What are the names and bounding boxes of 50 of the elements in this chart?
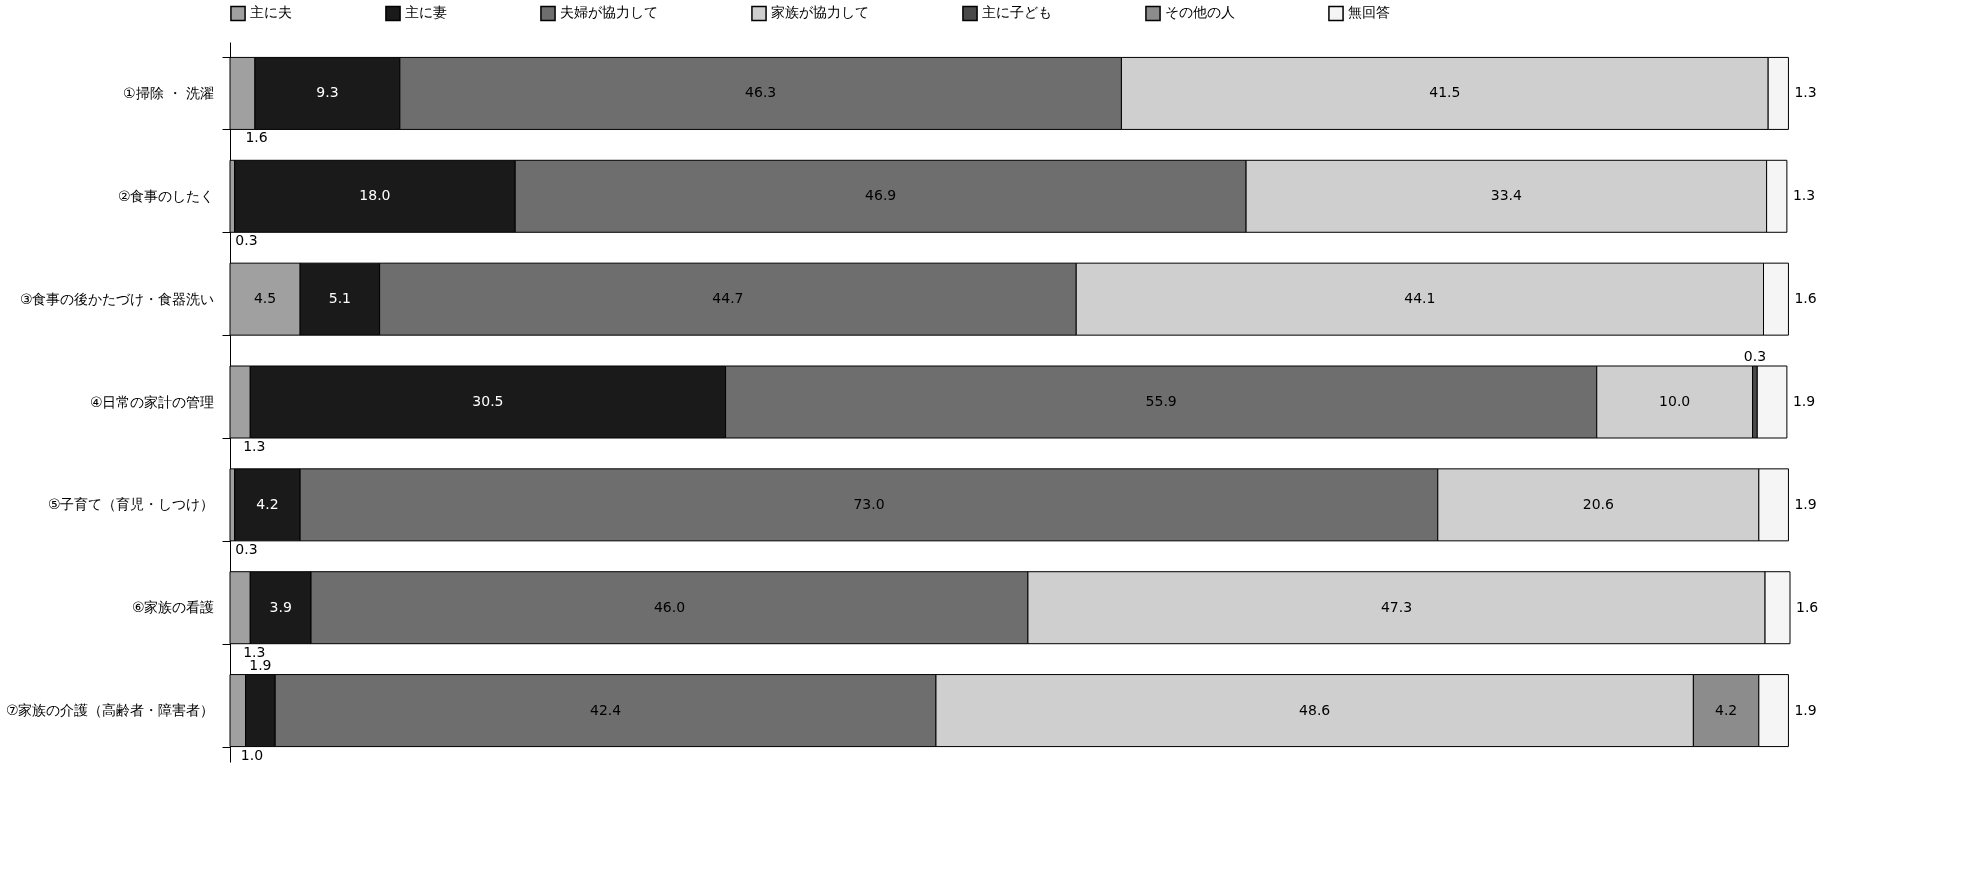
y-tick-label: ①掃除 ・ 洗濯 xyxy=(123,84,215,101)
y-tick-label: ②食事のしたく xyxy=(117,187,215,204)
legend-label: その他の人 xyxy=(1165,4,1235,21)
legend-label: 主に夫 xyxy=(250,4,292,21)
y-tick-label: ⑦家族の介護（高齢者・障害者） xyxy=(5,702,215,719)
data-label: 5.1 xyxy=(328,290,351,307)
data-label: 1.3 xyxy=(1794,84,1817,101)
data-label: 42.4 xyxy=(590,701,622,718)
data-label: 1.6 xyxy=(1794,290,1817,307)
data-label: 1.9 xyxy=(1794,495,1817,512)
data-label: 46.0 xyxy=(653,598,686,615)
data-label: 46.3 xyxy=(745,84,777,101)
bar xyxy=(1756,365,1788,439)
y-tick-label: ⑥家族の看護 xyxy=(131,599,215,616)
data-label: 1.0 xyxy=(240,746,264,763)
data-label: 1.3 xyxy=(243,438,266,454)
legend-label: 主に子ども xyxy=(982,4,1052,21)
data-label: 47.3 xyxy=(1380,598,1413,615)
data-label: 4.2 xyxy=(1714,701,1738,718)
data-label: 33.4 xyxy=(1490,187,1523,204)
data-label: 48.6 xyxy=(1299,701,1331,718)
legend-label: 主に妻 xyxy=(405,4,447,21)
data-label: 1.6 xyxy=(1796,598,1819,615)
data-label: 55.9 xyxy=(1145,393,1177,409)
y-tick-label: ③食事の後かたづけ・食器洗い xyxy=(19,290,215,307)
data-label: 0.3 xyxy=(1743,348,1767,364)
data-label: 1.3 xyxy=(1792,187,1816,204)
data-label: 4.2 xyxy=(256,495,279,512)
data-label: 18.0 xyxy=(359,187,391,204)
data-label: 0.3 xyxy=(235,232,258,249)
data-label: 30.5 xyxy=(472,393,504,409)
legend-label: 家族が協力して xyxy=(771,4,869,21)
data-label: 41.5 xyxy=(1429,84,1461,101)
data-label: 46.9 xyxy=(865,187,897,204)
data-label: 20.6 xyxy=(1582,495,1614,512)
legend-label: 夫婦が協力して xyxy=(560,4,658,21)
y-tick-label: ④日常の家計の管理 xyxy=(89,393,215,410)
data-label: 1.6 xyxy=(245,129,268,146)
data-label: 44.7 xyxy=(712,290,744,307)
data-label: 9.3 xyxy=(316,84,339,101)
legend-label: 無回答 xyxy=(1348,4,1390,21)
data-label: 3.9 xyxy=(269,598,292,615)
data-label: 73.0 xyxy=(853,495,885,512)
data-label: 1.9 xyxy=(1792,393,1816,409)
data-label: 44.1 xyxy=(1404,290,1436,307)
data-label: 1.9 xyxy=(1794,701,1817,718)
data-label: 4.5 xyxy=(253,290,277,307)
data-label: 10.0 xyxy=(1659,393,1691,409)
y-tick-label: ⑤子育て（育児・しつけ） xyxy=(47,496,215,513)
data-label: 0.3 xyxy=(235,540,258,557)
